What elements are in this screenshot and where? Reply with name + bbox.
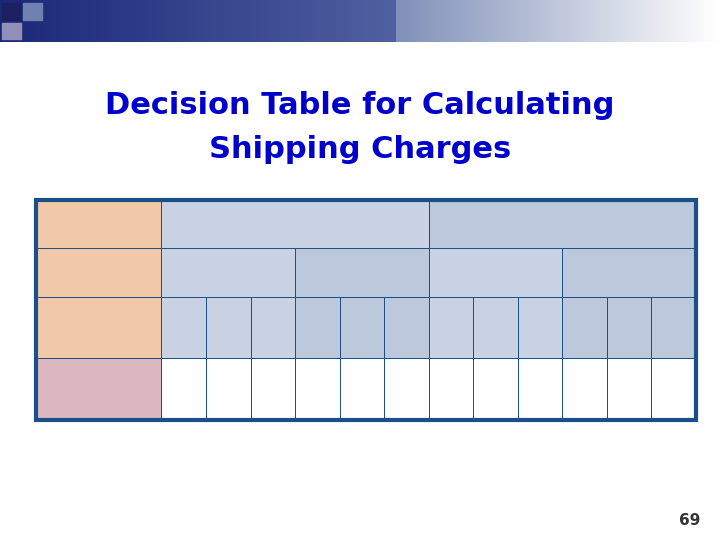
Text: 10: 10 <box>223 384 233 394</box>
Bar <box>562 359 607 420</box>
Bar <box>340 297 384 359</box>
Bar <box>295 248 428 297</box>
Text: 7th: 7th <box>266 323 280 332</box>
Bar <box>428 248 562 297</box>
Bar <box>562 248 696 297</box>
Text: 7th: 7th <box>533 323 547 332</box>
Bar <box>428 200 696 248</box>
Bar <box>518 359 562 420</box>
Bar <box>384 297 428 359</box>
Bar <box>562 297 607 359</box>
Text: Decision Table for Calculating: Decision Table for Calculating <box>105 91 615 119</box>
Bar <box>161 200 428 248</box>
Text: Shipping Charges: Shipping Charges <box>209 136 511 165</box>
Text: N≤3: N≤3 <box>216 268 240 278</box>
Text: Next: Next <box>575 323 595 332</box>
Bar <box>161 248 295 297</box>
Bar <box>36 297 161 359</box>
Text: N*3.50: N*3.50 <box>615 384 644 394</box>
Text: N≥4: N≥4 <box>349 268 374 278</box>
Text: 2nd: 2nd <box>354 323 370 332</box>
Bar <box>473 297 518 359</box>
Bar <box>161 297 206 359</box>
Bar <box>36 359 161 420</box>
Text: NO: NO <box>554 219 571 229</box>
Text: 35: 35 <box>446 384 456 394</box>
Bar <box>36 200 696 420</box>
Bar <box>295 297 340 359</box>
Text: Next: Next <box>307 323 328 332</box>
Bar <box>652 297 696 359</box>
Text: 15: 15 <box>490 384 501 394</box>
Text: 7th: 7th <box>399 323 413 332</box>
Text: N*6.00: N*6.00 <box>303 384 332 394</box>
Bar <box>652 359 696 420</box>
Bar <box>340 359 384 420</box>
Text: 10: 10 <box>535 384 545 394</box>
Bar <box>2 3 21 20</box>
Text: N*7.50: N*7.50 <box>570 384 599 394</box>
Bar <box>36 200 161 248</box>
Bar <box>36 248 161 297</box>
Bar <box>295 359 340 420</box>
Text: N*1.50: N*1.50 <box>258 384 287 394</box>
Text: Next: Next <box>441 323 461 332</box>
Text: N*2.50: N*2.50 <box>660 384 688 394</box>
Text: 2nd: 2nd <box>487 323 504 332</box>
Text: Number of Items (N): Number of Items (N) <box>55 268 143 277</box>
Bar <box>23 3 42 20</box>
Bar <box>251 359 295 420</box>
Bar <box>518 297 562 359</box>
Text: YTD purchases > $250: YTD purchases > $250 <box>50 220 148 229</box>
Text: N*2.50: N*2.50 <box>347 384 377 394</box>
Text: Next: Next <box>174 323 194 332</box>
Text: 7th: 7th <box>667 323 681 332</box>
Bar <box>428 297 473 359</box>
Text: YES: YES <box>284 219 305 229</box>
Bar <box>161 359 206 420</box>
Bar <box>428 359 473 420</box>
Bar <box>2 23 21 39</box>
Bar <box>607 297 652 359</box>
Text: N≤3: N≤3 <box>483 268 508 278</box>
Text: 69: 69 <box>679 513 700 528</box>
Text: 2nd: 2nd <box>621 323 637 332</box>
Bar <box>251 297 295 359</box>
Text: N≥4: N≥4 <box>617 268 642 278</box>
Bar <box>607 359 652 420</box>
Text: 25: 25 <box>179 384 189 394</box>
Text: Delivery Day: Delivery Day <box>71 323 127 332</box>
Text: 2nd: 2nd <box>220 323 236 332</box>
Text: Shipping Charge ($): Shipping Charge ($) <box>55 384 142 394</box>
Text: Free: Free <box>397 384 415 394</box>
Bar <box>473 359 518 420</box>
Bar <box>206 297 251 359</box>
Bar <box>384 359 428 420</box>
Bar <box>206 359 251 420</box>
